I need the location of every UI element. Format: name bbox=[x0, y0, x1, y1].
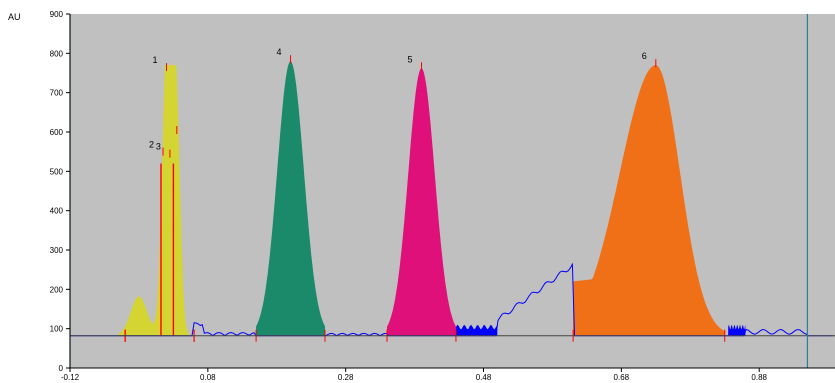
y-tick-label-9: 900 bbox=[50, 10, 64, 19]
y-tick-label-7: 700 bbox=[50, 89, 64, 98]
peaks-layer bbox=[118, 61, 746, 336]
y-tick-label-5: 500 bbox=[50, 167, 64, 176]
x-tick-label-2: 0.28 bbox=[338, 373, 354, 382]
y-tick-label-6: 600 bbox=[50, 128, 64, 137]
peak-5 bbox=[387, 68, 456, 336]
x-tick-label-5: 0.88 bbox=[751, 373, 767, 382]
x-tick-label-1: 0.08 bbox=[200, 373, 216, 382]
x-tick-label-0: -0.12 bbox=[61, 373, 80, 382]
axes-layer: 0 100 200 300 400 500 600 700 800 900 -0.12 0.08 0.2… bbox=[50, 10, 835, 382]
peak-label-2: 2 bbox=[149, 140, 154, 150]
x-tick-label-3: 0.48 bbox=[476, 373, 492, 382]
y-tick-label-4: 400 bbox=[50, 207, 64, 216]
peak-label-4: 4 bbox=[277, 47, 282, 57]
y-axis-label: AU bbox=[8, 12, 21, 22]
y-tick-label-3: 300 bbox=[50, 246, 64, 255]
y-tick-label-1: 100 bbox=[50, 325, 64, 334]
x-tick-label-4: 0.68 bbox=[614, 373, 630, 382]
peak-cluster-yellow bbox=[118, 65, 195, 336]
blue-region-2 bbox=[728, 324, 746, 336]
blue-region-1 bbox=[455, 324, 498, 336]
peak-label-6: 6 bbox=[642, 51, 647, 61]
y-tick-label-8: 800 bbox=[50, 49, 64, 58]
peak-label-5: 5 bbox=[407, 54, 412, 64]
peak-6 bbox=[573, 65, 725, 336]
peak-label-3: 3 bbox=[156, 142, 161, 152]
y-tick-label-2: 200 bbox=[50, 285, 64, 294]
peak-label-1: 1 bbox=[152, 55, 157, 65]
peak-4 bbox=[256, 61, 325, 336]
y-tick-label-0: 0 bbox=[59, 364, 64, 373]
